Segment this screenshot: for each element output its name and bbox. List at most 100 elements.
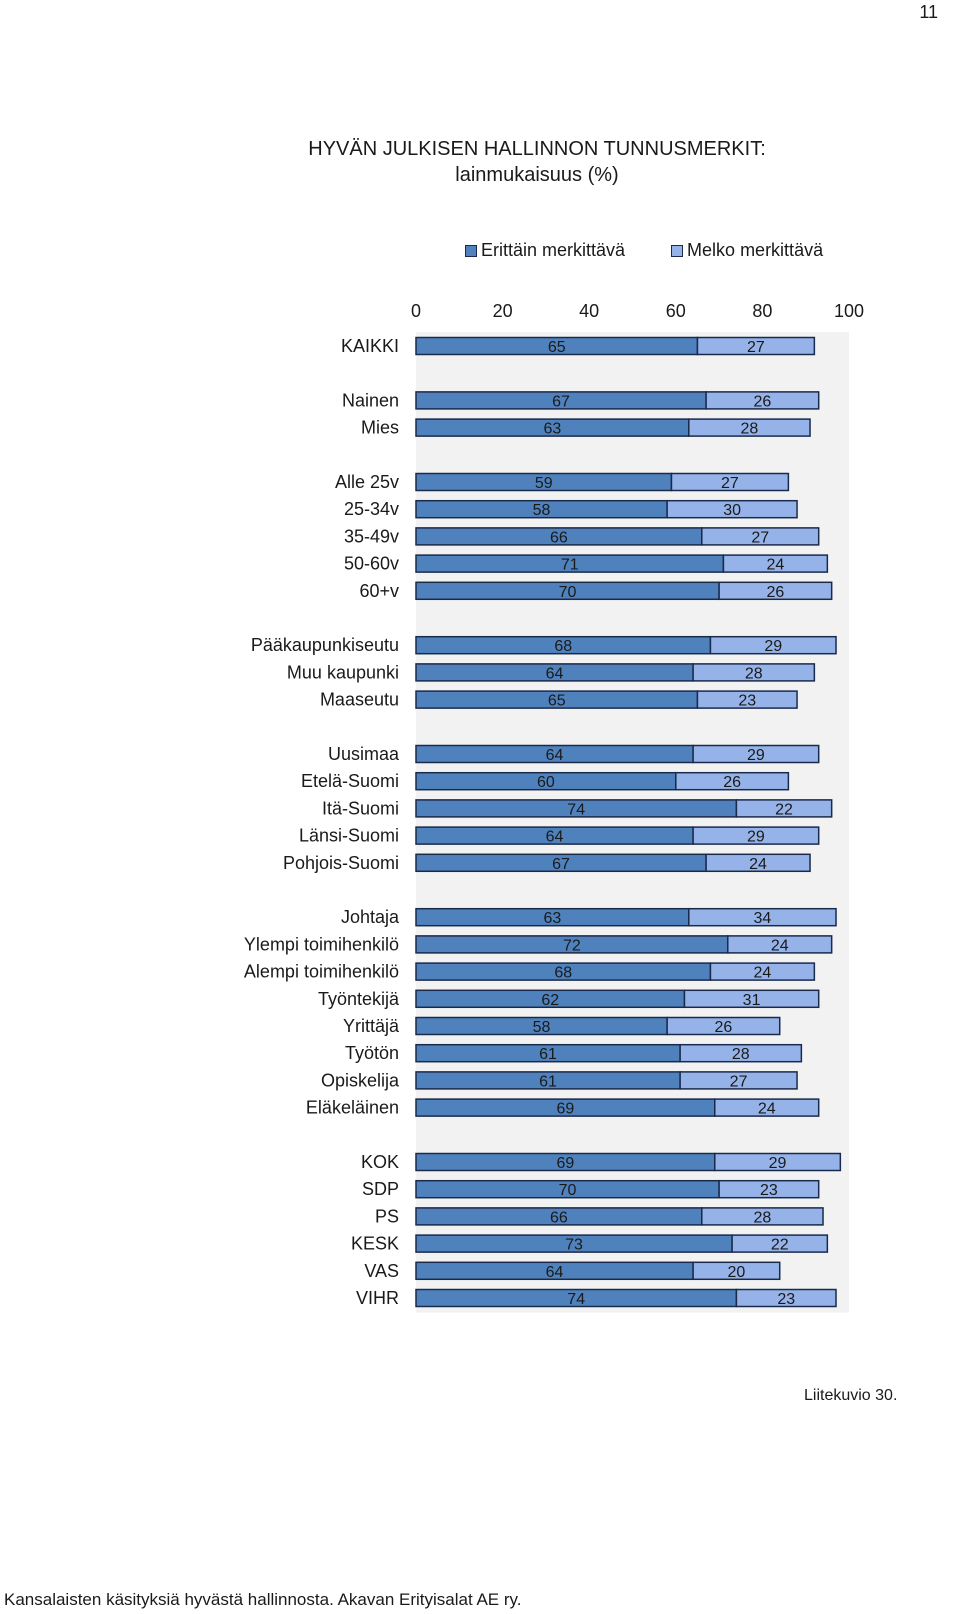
data-label-erittain: 68 bbox=[554, 638, 572, 655]
category-label: Maaseutu bbox=[320, 690, 399, 710]
data-label-melko: 30 bbox=[723, 502, 741, 519]
data-label-erittain: 70 bbox=[559, 584, 577, 601]
bar-melko bbox=[731, 1234, 829, 1253]
category-label: KOK bbox=[361, 1152, 399, 1172]
data-label-melko: 27 bbox=[721, 475, 739, 492]
bar-melko bbox=[692, 663, 816, 682]
category-label: Pääkaupunkiseutu bbox=[251, 635, 399, 655]
data-label-erittain: 74 bbox=[567, 1291, 585, 1308]
data-label-melko: 26 bbox=[715, 1019, 733, 1036]
x-tick-label: 100 bbox=[834, 301, 864, 321]
data-label-melko: 27 bbox=[751, 529, 769, 546]
data-label-melko: 24 bbox=[749, 856, 767, 873]
category-label: Mies bbox=[361, 418, 399, 438]
data-label-erittain: 67 bbox=[552, 856, 570, 873]
bar-melko bbox=[666, 499, 798, 519]
data-label-melko: 26 bbox=[766, 584, 784, 601]
data-label-erittain: 66 bbox=[550, 529, 568, 546]
data-label-melko: 27 bbox=[747, 339, 765, 356]
data-label-erittain: 69 bbox=[556, 1155, 574, 1172]
bar-melko bbox=[696, 336, 816, 356]
bar-melko bbox=[666, 1016, 781, 1036]
bar-melko bbox=[692, 744, 820, 764]
bar-melko bbox=[683, 989, 820, 1009]
category-label: PS bbox=[375, 1206, 399, 1226]
page-footer: Kansalaisten käsityksiä hyvästä hallinno… bbox=[4, 1590, 522, 1609]
data-label-erittain: 62 bbox=[541, 992, 559, 1009]
x-tick-label: 40 bbox=[579, 301, 599, 321]
data-label-melko: 24 bbox=[771, 937, 789, 954]
category-label: Työtön bbox=[345, 1043, 399, 1063]
bar-melko bbox=[735, 799, 833, 818]
category-label: 35-49v bbox=[344, 526, 399, 546]
data-label-melko: 29 bbox=[747, 747, 765, 764]
data-label-erittain: 64 bbox=[546, 1264, 564, 1281]
data-label-melko: 24 bbox=[754, 965, 772, 982]
bar-melko bbox=[688, 418, 811, 437]
data-label-melko: 23 bbox=[738, 693, 756, 710]
bar-melko bbox=[709, 962, 816, 981]
bar-melko bbox=[670, 472, 790, 492]
data-label-erittain: 64 bbox=[546, 747, 564, 764]
data-label-erittain: 58 bbox=[533, 502, 551, 519]
x-tick-label: 0 bbox=[411, 301, 421, 321]
bar-melko bbox=[696, 690, 798, 709]
chart-title-block: HYVÄN JULKISEN HALLINNON TUNNUSMERKIT: l… bbox=[0, 136, 960, 188]
chart-subtitle: lainmukaisuus (%) bbox=[455, 164, 619, 186]
data-label-erittain: 61 bbox=[539, 1046, 557, 1063]
category-label: VIHR bbox=[356, 1288, 399, 1308]
figure-caption: Liitekuvio 30. bbox=[804, 1387, 898, 1404]
data-label-erittain: 70 bbox=[559, 1182, 577, 1199]
data-label-erittain: 68 bbox=[554, 965, 572, 982]
data-label-melko: 24 bbox=[758, 1101, 776, 1118]
data-label-erittain: 63 bbox=[543, 421, 561, 438]
data-label-erittain: 58 bbox=[533, 1019, 551, 1036]
category-label: Työntekijä bbox=[318, 989, 400, 1009]
bar-melko bbox=[714, 1098, 820, 1117]
bar-melko bbox=[679, 1043, 803, 1063]
data-label-melko: 23 bbox=[777, 1291, 795, 1308]
data-label-erittain: 66 bbox=[550, 1209, 568, 1226]
category-label: Ylempi toimihenkilö bbox=[244, 934, 399, 954]
category-label: KESK bbox=[351, 1234, 399, 1254]
category-label: 50-60v bbox=[344, 554, 399, 574]
category-label: Eläkeläinen bbox=[306, 1098, 399, 1118]
bar-melko bbox=[705, 853, 811, 873]
data-label-erittain: 64 bbox=[546, 665, 564, 682]
bar-melko bbox=[718, 581, 833, 601]
page-number: 11 bbox=[919, 2, 938, 22]
category-label: SDP bbox=[362, 1179, 399, 1199]
data-label-erittain: 64 bbox=[546, 829, 564, 846]
data-label-erittain: 72 bbox=[563, 937, 581, 954]
data-label-melko: 29 bbox=[764, 638, 782, 655]
data-label-erittain: 74 bbox=[567, 801, 585, 818]
data-label-erittain: 73 bbox=[565, 1237, 583, 1254]
bar-melko bbox=[679, 1071, 798, 1090]
bar-melko bbox=[688, 907, 837, 927]
data-label-melko: 26 bbox=[723, 774, 741, 791]
category-label: 25-34v bbox=[344, 499, 399, 519]
legend-swatch-melko bbox=[671, 244, 684, 257]
data-label-erittain: 65 bbox=[548, 339, 566, 356]
bar-melko bbox=[714, 1152, 842, 1172]
category-label: Alempi toimihenkilö bbox=[244, 962, 399, 982]
category-label: Länsi-Suomi bbox=[299, 826, 399, 846]
bar-melko bbox=[705, 391, 820, 410]
data-label-erittain: 61 bbox=[539, 1073, 557, 1090]
data-label-melko: 28 bbox=[754, 1209, 772, 1226]
category-label: KAIKKI bbox=[341, 336, 399, 356]
category-label: Muu kaupunki bbox=[287, 662, 399, 682]
data-label-erittain: 63 bbox=[543, 910, 561, 927]
x-tick-label: 80 bbox=[752, 301, 772, 321]
data-label-erittain: 65 bbox=[548, 693, 566, 710]
bar-melko bbox=[701, 527, 820, 546]
data-label-melko: 31 bbox=[743, 992, 761, 1009]
data-label-melko: 28 bbox=[732, 1046, 750, 1063]
data-label-melko: 22 bbox=[775, 801, 793, 818]
x-tick-label: 60 bbox=[666, 301, 686, 321]
data-label-erittain: 67 bbox=[552, 393, 570, 410]
category-label: Pohjois-Suomi bbox=[283, 853, 399, 873]
legend-swatch-erittain bbox=[465, 244, 477, 257]
data-label-melko: 27 bbox=[730, 1073, 748, 1090]
legend: Erittäin merkittävä Melko merkittävä bbox=[465, 240, 869, 261]
